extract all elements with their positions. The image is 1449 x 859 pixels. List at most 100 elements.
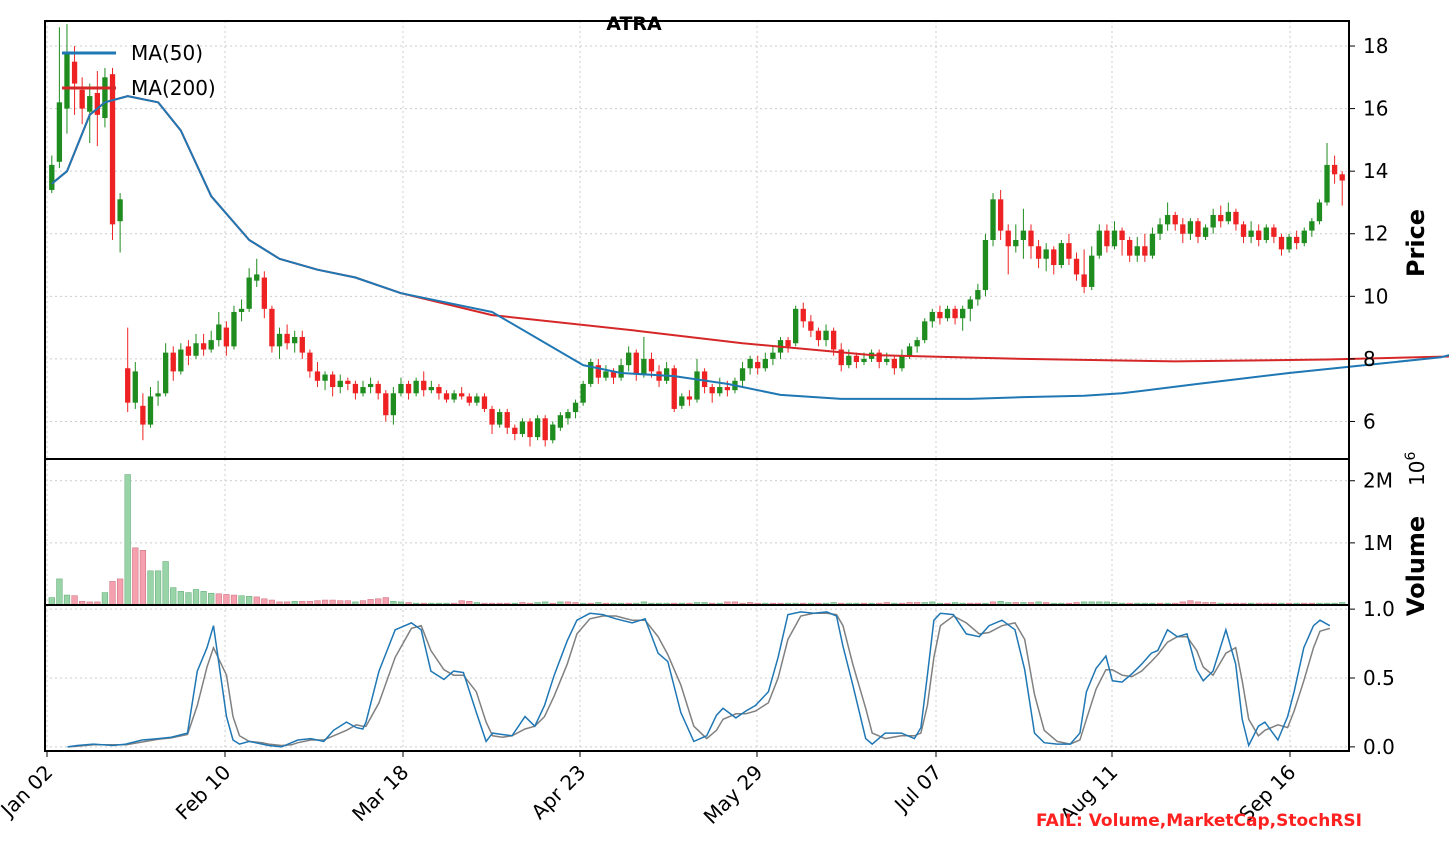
x-tick-label-4: May 29: [699, 760, 768, 829]
ma50-line: [51, 95, 1449, 400]
tick-labels: 6 8 10 12 14 16 18 1M 2M 0.0 0.5 1.0 Jan 02 Feb 10 Mar…: [0, 34, 1395, 829]
candle-body-30: [276, 333, 283, 347]
candle-body-134: [1066, 243, 1072, 259]
candle-body-43: [375, 383, 381, 394]
candle-body-48: [413, 380, 419, 394]
volume-bar-3: [71, 595, 78, 606]
candle-body-67: [557, 415, 564, 428]
candle-body-166: [1309, 221, 1315, 231]
vol-tick-label-1: 2M: [1363, 469, 1393, 493]
candle-body-130: [1035, 246, 1042, 259]
candle-body-41: [360, 387, 366, 394]
volume-bar-8: [109, 581, 116, 606]
candle-body-143: [1134, 246, 1140, 256]
candle-body-2: [64, 52, 70, 109]
candle-body-50: [428, 387, 434, 391]
legend-ma200-label: MA(200): [131, 76, 216, 100]
candle-body-89: [724, 387, 731, 391]
candle-body-20: [200, 343, 207, 350]
candle-body-7: [102, 77, 108, 118]
candle-body-82: [671, 368, 677, 409]
volume-bar-2: [63, 594, 71, 606]
candle-body-94: [762, 358, 768, 369]
candle-body-18: [185, 346, 192, 356]
candle-body-168: [1324, 164, 1330, 203]
candle-body-142: [1127, 240, 1133, 256]
candle-body-74: [610, 371, 617, 378]
grid-layer: [45, 21, 1349, 751]
candle-body-131: [1043, 249, 1049, 259]
candle-body-109: [876, 352, 882, 363]
candle-body-6: [94, 92, 100, 115]
volume-bar-21: [208, 592, 215, 606]
volume-bar-10: [124, 474, 131, 606]
candle-body-62: [519, 421, 526, 434]
candle-body-103: [830, 330, 837, 350]
volume-bar-22: [215, 593, 222, 606]
stoch-d-line: [67, 612, 1331, 748]
candle-body-52: [443, 393, 450, 400]
volume-bar-0: [48, 597, 55, 606]
candle-body-38: [337, 380, 343, 388]
candle-body-64: [534, 418, 541, 438]
candle-body-28: [261, 277, 267, 309]
candle-body-34: [307, 352, 313, 372]
candle-body-35: [314, 371, 321, 381]
candle-body-22: [216, 324, 222, 341]
volume-bar-24: [230, 594, 238, 606]
price-tick-label-5: 16: [1363, 97, 1388, 121]
candle-body-45: [390, 393, 397, 416]
stoch-k-line: [67, 611, 1331, 748]
status-text: FAIL: Volume,MarketCap,StochRSI: [1036, 811, 1362, 831]
volume-scale-label: 106: [1403, 452, 1429, 486]
volume-bar-27: [253, 596, 260, 606]
volume-bar-15: [162, 561, 169, 606]
candle-body-144: [1142, 246, 1148, 256]
candle-body-83: [679, 396, 685, 406]
candle-body-71: [588, 362, 594, 384]
candle-body-26: [246, 277, 252, 309]
candle-body-155: [1225, 211, 1232, 222]
candle-body-4: [79, 89, 85, 109]
candle-body-37: [329, 374, 336, 388]
volume-bar-44: [382, 597, 389, 606]
candle-body-139: [1104, 230, 1110, 247]
candle-body-162: [1278, 236, 1285, 250]
candle-body-1: [56, 102, 63, 162]
price-tick-label-0: 6: [1363, 409, 1376, 433]
candle-body-40: [352, 383, 359, 394]
candle-body-66: [550, 424, 556, 441]
chart-title: ATRA: [606, 13, 662, 35]
candle-body-158: [1248, 230, 1254, 237]
candle-body-132: [1051, 249, 1057, 266]
x-tick-label-0: Jan 02: [0, 760, 57, 823]
volume-axis-label: Volume: [1402, 516, 1430, 616]
volume-bar-11: [132, 547, 139, 606]
candle-body-12: [140, 405, 146, 425]
candle-body-3: [71, 61, 78, 84]
candle-body-167: [1316, 202, 1323, 222]
candle-body-23: [223, 327, 230, 347]
candle-body-135: [1073, 258, 1080, 275]
candle-body-146: [1157, 224, 1163, 234]
candle-body-164: [1294, 236, 1300, 244]
candle-body-63: [527, 421, 533, 438]
candle-body-42: [367, 383, 374, 388]
candle-body-54: [459, 393, 465, 397]
candle-body-44: [383, 393, 389, 416]
candle-body-99: [800, 308, 806, 322]
candle-body-86: [701, 371, 708, 388]
candle-body-16: [170, 352, 176, 372]
candle-body-19: [193, 343, 199, 356]
panel-frames: [44, 20, 1350, 752]
x-tick-label-2: Mar 18: [347, 760, 413, 826]
candle-body-123: [982, 240, 989, 291]
candle-body-128: [1020, 230, 1027, 240]
candle-body-170: [1339, 174, 1345, 181]
stoch-tick-label-0: 0.0: [1363, 735, 1395, 759]
candle-body-153: [1210, 214, 1216, 228]
candle-body-5: [87, 96, 93, 112]
candle-body-24: [231, 311, 237, 347]
legend: MA(50) MA(200): [62, 41, 216, 100]
candle-body-165: [1301, 230, 1307, 244]
